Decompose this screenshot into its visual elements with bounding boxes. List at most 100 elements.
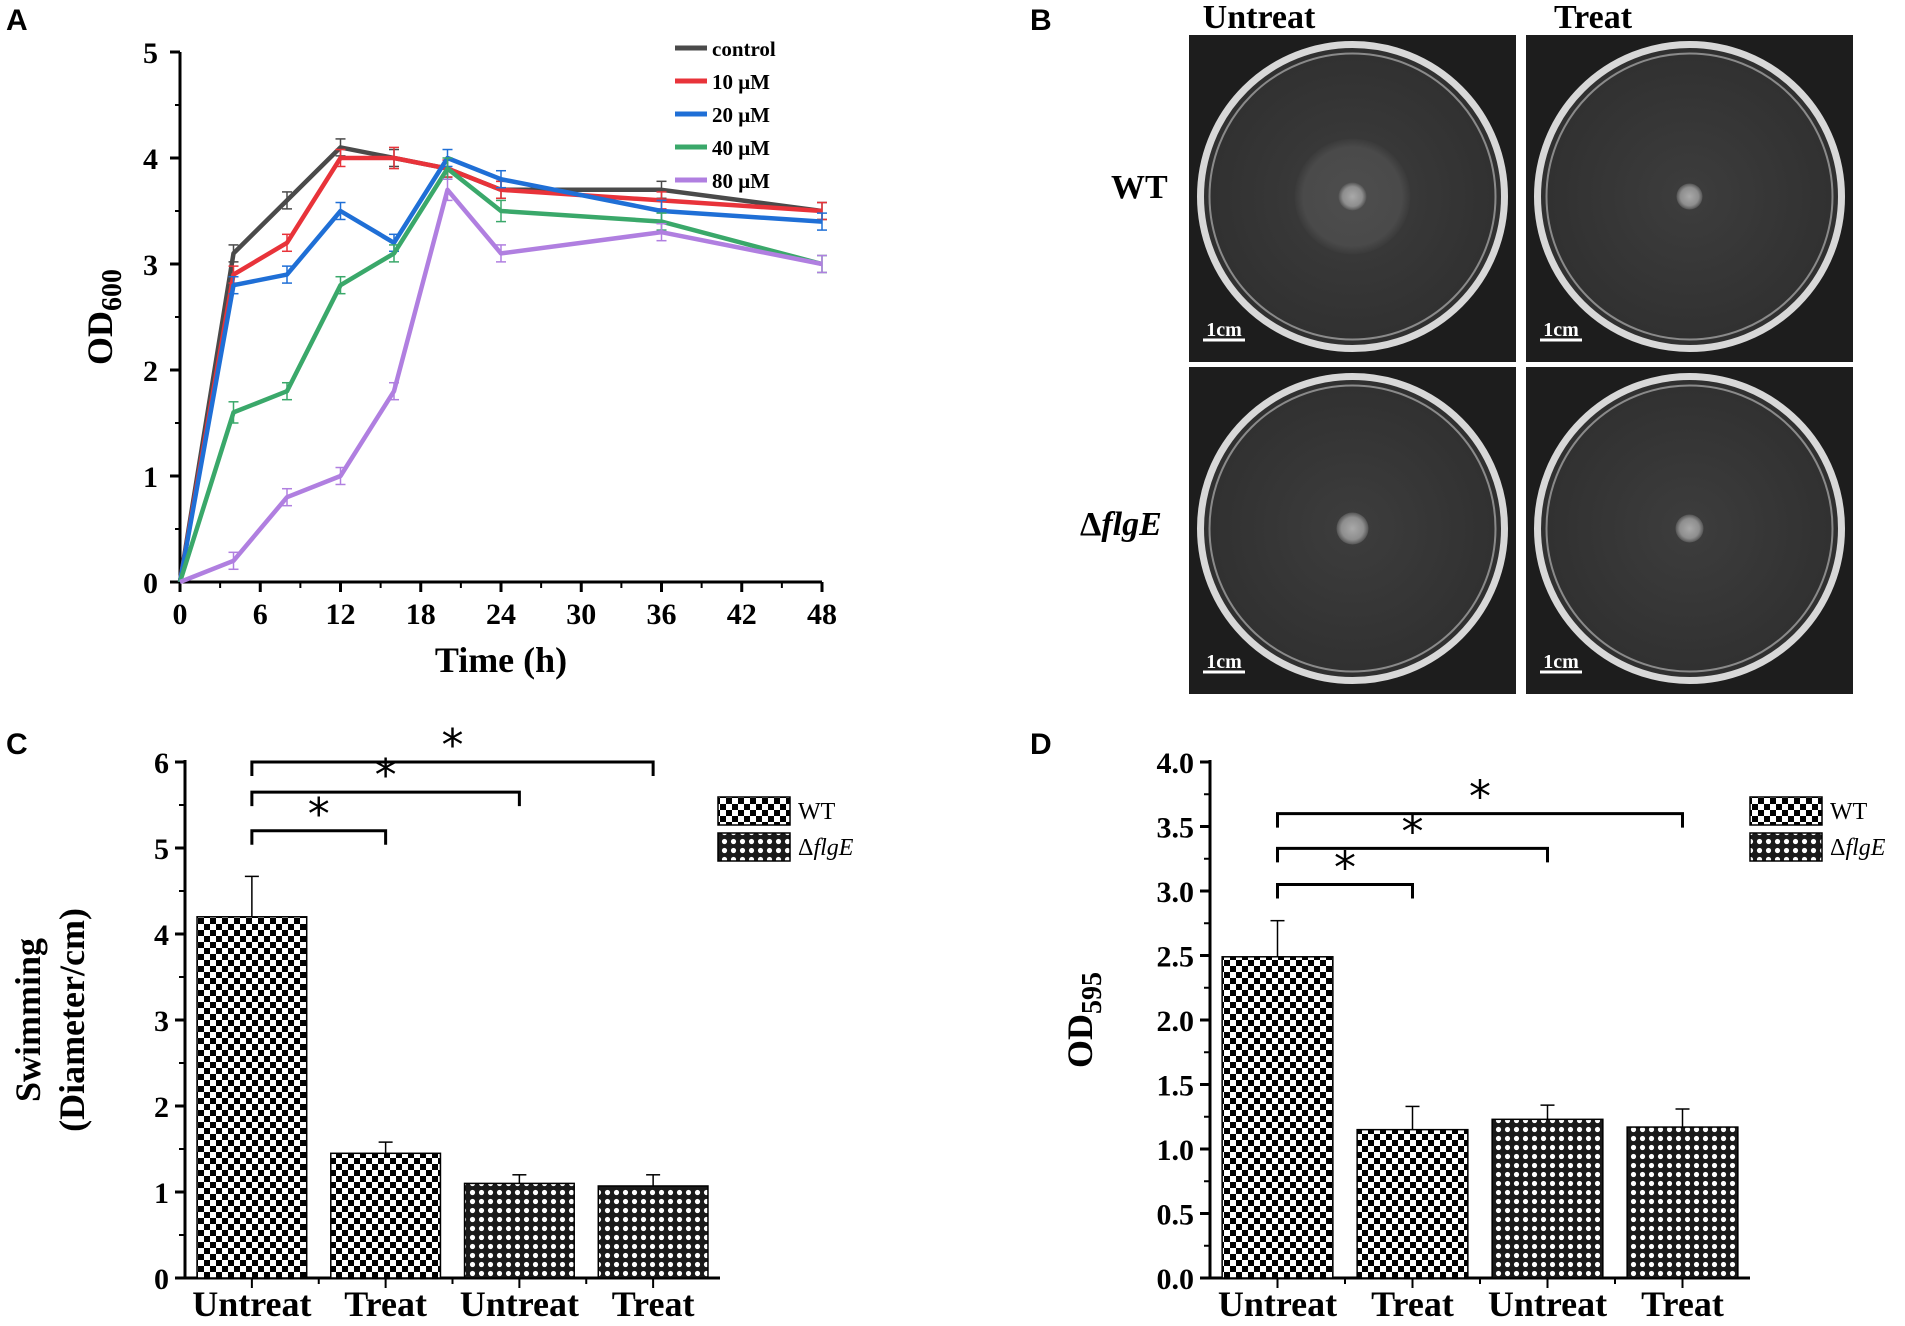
y-axis-title-line1: Swimming — [8, 938, 48, 1102]
series-line — [177, 166, 823, 583]
significance-bracket — [1276, 812, 1684, 828]
colony-spot — [1675, 514, 1704, 543]
panel-c-swimming-chart: 0 1 2 3 4 5 6 Untreat Treat Untreat Treat * * * Swimmi… — [8, 720, 854, 1324]
scale-bar-label: 1cm — [1206, 651, 1242, 673]
significance-star: * — [1334, 843, 1356, 894]
x-tick-label: 42 — [727, 598, 757, 631]
x-tick-label: 18 — [406, 598, 436, 631]
x-tick-label: 6 — [253, 598, 268, 631]
legend-swatch — [1749, 832, 1823, 862]
y-tick-label: 3 — [154, 1005, 169, 1038]
x-tick-label: Untreat — [1218, 1284, 1337, 1324]
y-tick-label: 2.5 — [1157, 941, 1195, 974]
legend-swatch — [1749, 796, 1823, 826]
significance-bracket — [1276, 846, 1549, 863]
petri-dish-inner-rim — [1545, 384, 1834, 673]
x-tick-label: 24 — [486, 598, 516, 631]
x-tick-label: 36 — [647, 598, 677, 631]
y-axis-title: OD595 — [1060, 972, 1108, 1068]
x-tick-label: Treat — [1371, 1284, 1454, 1324]
colony-spot — [1338, 182, 1367, 211]
x-tick-label: Treat — [344, 1284, 427, 1324]
col-header-treat: Treat — [1554, 0, 1633, 36]
y-tick-label: 2 — [143, 355, 158, 388]
y-axis-title: OD600 — [80, 269, 128, 365]
y-tick-label: 1 — [143, 461, 158, 494]
plate-flge-untreat: 1cm — [1189, 367, 1516, 694]
bar — [1626, 1126, 1739, 1279]
y-tick-label: 0.5 — [1157, 1199, 1195, 1232]
y-tick-label: 0 — [154, 1263, 169, 1296]
y-axis-title-sub: 595 — [1077, 972, 1108, 1014]
y-tick-label: 3.0 — [1157, 876, 1195, 909]
legend-swatch — [717, 832, 791, 862]
legend-label: ΔflgE — [1830, 835, 1886, 861]
petri-dish-inner-rim — [1208, 52, 1497, 341]
y-tick-label: 1.0 — [1157, 1134, 1195, 1167]
x-axis-title: Time (h) — [435, 640, 567, 680]
row-label-wt: WT — [1111, 169, 1168, 206]
colony-spot — [1676, 183, 1703, 210]
legend-label-name: flgE — [1845, 835, 1885, 861]
significance-bracket — [1276, 883, 1414, 899]
petri-dish-inner-rim — [1545, 52, 1834, 341]
scale-bar-label: 1cm — [1543, 319, 1579, 341]
x-tick-label: Treat — [1641, 1284, 1724, 1324]
significance-star: * — [1469, 772, 1491, 823]
legend-swatch — [717, 796, 791, 826]
y-axis-title-line2: (Diameter/cm) — [52, 908, 92, 1132]
significance-bracket — [250, 760, 655, 776]
x-tick-label: Untreat — [460, 1284, 579, 1324]
y-tick-label: 4.0 — [1157, 747, 1195, 780]
significance-bracket — [250, 790, 521, 807]
y-tick-label: 3 — [143, 249, 158, 282]
y-axis-title-sub: 600 — [97, 269, 128, 311]
legend-label: 10 μM — [712, 70, 770, 94]
plate-flge-treat: 1cm — [1526, 367, 1853, 694]
y-tick-label: 0.0 — [1157, 1263, 1195, 1296]
panel-b-plate-photos: Untreat Treat WT ΔflgE 1cm 1cm 1cm 1cm — [1080, 0, 1875, 697]
legend-label: WT — [798, 799, 836, 825]
row-label-flge-delta: Δ — [1080, 506, 1101, 543]
y-tick-label: 0 — [143, 567, 158, 600]
x-tick-label: 48 — [807, 598, 837, 631]
y-tick-label: 2.0 — [1157, 1005, 1195, 1038]
y-tick-label: 4 — [154, 919, 169, 952]
legend-label: 20 μM — [712, 103, 770, 127]
y-tick-label: 6 — [154, 747, 169, 780]
plate-wt-treat: 1cm — [1526, 35, 1853, 362]
x-tick-label: 30 — [566, 598, 596, 631]
x-tick-label: 0 — [173, 598, 188, 631]
y-tick-label: 2 — [154, 1091, 169, 1124]
legend-label-delta: Δ — [1830, 835, 1845, 861]
legend-label: 80 μM — [712, 169, 770, 193]
significance-star: * — [308, 789, 330, 840]
y-tick-label: 4 — [143, 143, 158, 176]
significance-star: * — [375, 750, 397, 801]
bar — [196, 916, 308, 1279]
x-tick-label: 12 — [326, 598, 356, 631]
y-tick-label: 5 — [154, 833, 169, 866]
y-tick-label: 1 — [154, 1177, 169, 1210]
panel-letter-c: C — [6, 728, 28, 761]
row-label-flge: ΔflgE — [1080, 506, 1162, 543]
panel-letter-d: D — [1030, 728, 1052, 761]
row-label-flge-name: flgE — [1101, 506, 1161, 543]
bar — [1491, 1118, 1604, 1279]
panel-letter-a: A — [6, 4, 28, 37]
legend-label: ΔflgE — [798, 835, 854, 861]
bar — [597, 1185, 709, 1279]
y-axis-title-main: OD — [80, 311, 120, 365]
x-tick-label: Untreat — [192, 1284, 311, 1324]
bar — [1221, 956, 1334, 1279]
bar — [463, 1182, 575, 1279]
significance-star: * — [442, 720, 464, 771]
col-header-untreat: Untreat — [1203, 0, 1316, 36]
y-axis-title-main: OD — [1060, 1014, 1100, 1068]
scale-bar-label: 1cm — [1206, 319, 1242, 341]
bar — [330, 1152, 442, 1279]
panel-d-od595-chart: 0.0 0.5 1.0 1.5 2.0 2.5 3.0 3.5 4.0 Untreat Treat U… — [1060, 747, 1886, 1324]
legend-label: 40 μM — [712, 136, 770, 160]
